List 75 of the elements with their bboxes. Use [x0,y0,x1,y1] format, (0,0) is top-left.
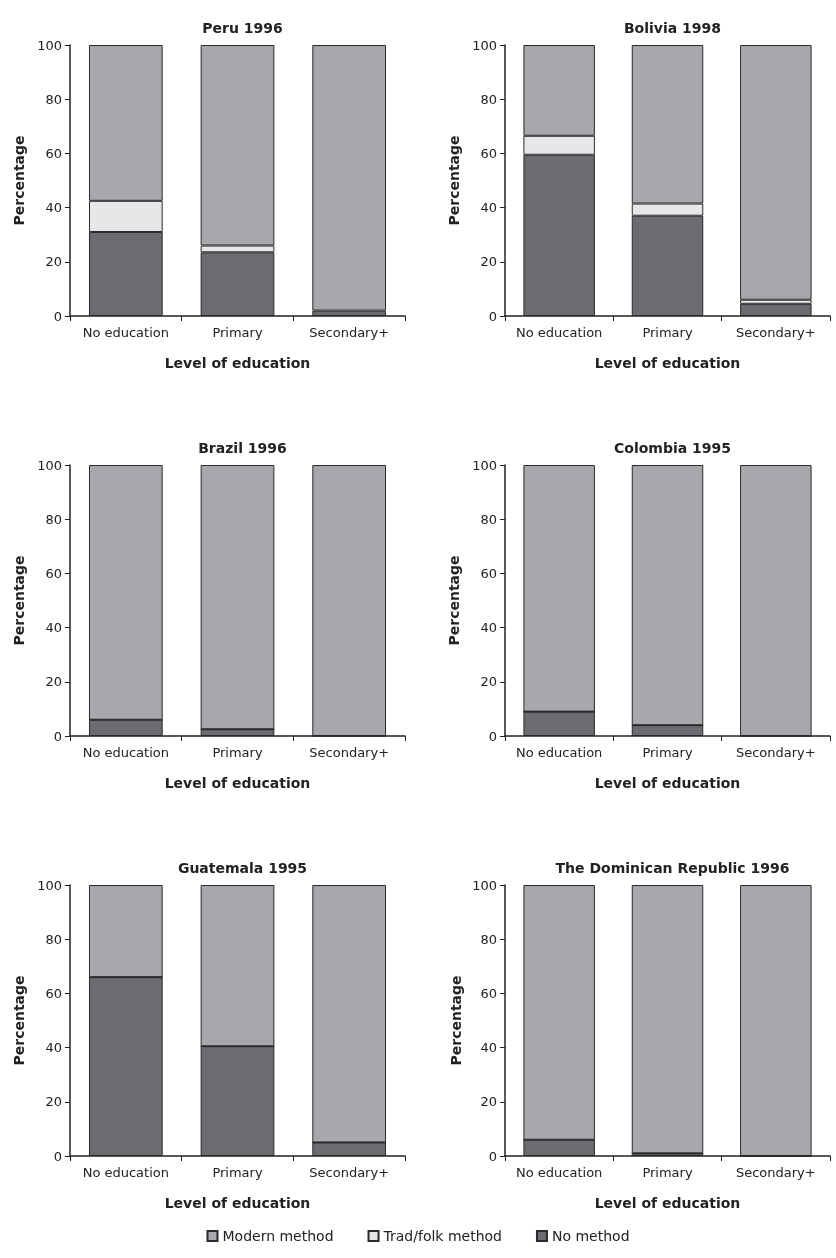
y-tick-label: 100 [37,457,62,473]
x-tick-label: No education [82,325,169,340]
y-tick-label: 0 [53,1148,62,1164]
y-axis-title: Percentage [446,555,463,646]
x-tick-label: Secondary+ [735,745,816,760]
x-axis-title: Level of education [594,1195,741,1211]
x-tick-label: No education [516,745,603,760]
y-tick-label: 20 [480,254,497,270]
y-axis-title: Percentage [11,135,28,226]
x-tick-label: Secondary+ [735,1165,816,1180]
y-tick-label: 80 [45,91,62,107]
y-tick-label: 20 [45,1094,62,1110]
y-tick-label: 100 [472,37,497,53]
y-tick-label: 60 [45,985,62,1001]
y-tick-label: 80 [480,511,497,527]
y-tick-label: 0 [488,308,497,324]
y-tick-label: 40 [480,200,497,216]
x-tick-label: Primary [642,325,693,340]
y-tick-label: 40 [45,200,62,216]
y-axis-title: Percentage [11,555,28,646]
x-tick-label: Primary [642,745,693,760]
y-tick-label: 0 [488,728,497,744]
y-tick-label: 80 [45,511,62,527]
y-tick-label: 60 [480,145,497,161]
y-tick-label: 20 [45,674,62,690]
y-tick-label: 0 [53,308,62,324]
x-tick-label: No education [82,1165,169,1180]
x-axis-title: Level of education [594,775,741,791]
x-axis-title: Level of education [164,355,311,371]
y-tick-label: 0 [53,728,62,744]
y-tick-label: 100 [472,877,497,893]
y-axis-title: Percentage [448,975,464,1066]
y-tick-label: 20 [45,254,62,270]
y-tick-label: 80 [480,931,497,947]
y-axis-title: Percentage [11,975,28,1066]
y-tick-label: 40 [480,620,497,636]
legend-label: Trad/folk method [382,1228,502,1244]
x-axis-title: Level of education [164,1195,311,1211]
x-tick-label: Primary [212,325,263,340]
y-tick-label: 80 [45,931,62,947]
legend-label: No method [551,1228,630,1244]
y-tick-label: 100 [37,37,62,53]
y-tick-label: 20 [480,1094,497,1110]
y-tick-label: 80 [480,91,497,107]
x-tick-label: Secondary+ [309,325,390,340]
x-tick-label: No education [516,1165,603,1180]
y-tick-label: 40 [45,620,62,636]
x-tick-label: No education [516,325,603,340]
chart-title: The Dominican Republic 1996 [555,860,790,876]
y-tick-label: 60 [480,985,497,1001]
chart-title: Bolivia 1998 [623,20,722,36]
y-axis-title: Percentage [446,135,463,226]
y-tick-label: 100 [37,877,62,893]
x-tick-label: Secondary+ [309,1165,390,1180]
x-tick-label: Secondary+ [309,745,390,760]
x-tick-label: Primary [212,745,263,760]
chart-title: Colombia 1995 [613,440,732,456]
chart-title: Brazil 1996 [198,440,287,456]
x-tick-label: Secondary+ [735,325,816,340]
x-axis-title: Level of education [594,355,741,371]
chart-title: Peru 1996 [202,20,283,36]
y-tick-label: 60 [480,565,497,581]
y-tick-label: 0 [488,1148,497,1164]
chart-title: Guatemala 1995 [177,860,308,876]
x-tick-label: Primary [212,1165,263,1180]
y-tick-label: 40 [480,1040,497,1056]
y-tick-label: 100 [472,457,497,473]
y-tick-label: 40 [45,1040,62,1056]
x-axis-title: Level of education [164,775,311,791]
y-tick-label: 60 [45,565,62,581]
x-tick-label: Primary [642,1165,693,1180]
y-tick-label: 60 [45,145,62,161]
y-tick-label: 20 [480,674,497,690]
legend-label: Modern method [222,1228,334,1244]
x-tick-label: No education [82,745,169,760]
